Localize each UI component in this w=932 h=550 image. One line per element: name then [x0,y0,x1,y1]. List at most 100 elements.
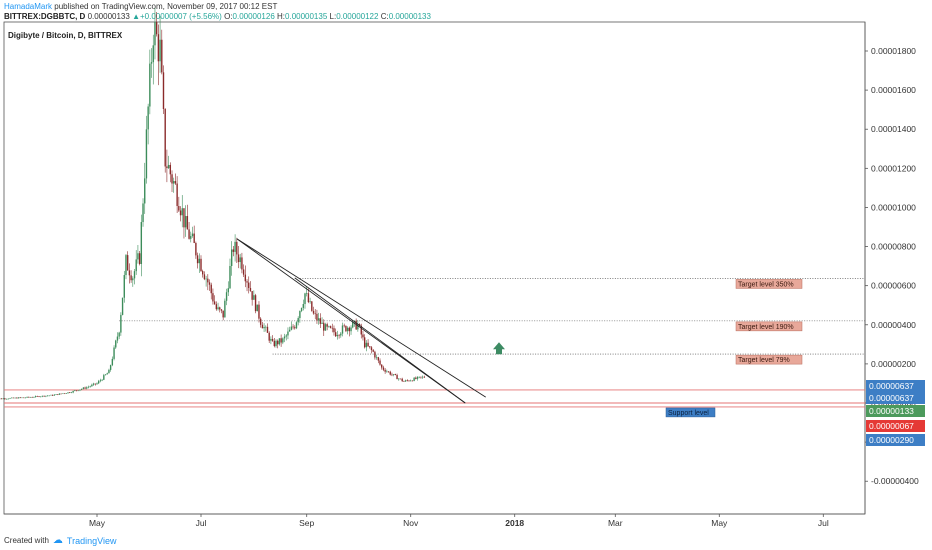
candle-body [28,396,30,398]
candle-body [24,397,27,399]
target-level-label-bg [735,321,803,332]
candle-body [421,376,424,378]
candle-body [387,371,390,373]
candle-body [159,39,161,62]
plot-frame [3,21,866,515]
candle-body [350,327,352,332]
candle-body [86,387,88,389]
candle-body [17,397,20,399]
footer: Created with ☁ TradingView [4,535,116,546]
low-label: L: [329,12,337,21]
candle-body [101,379,103,381]
candle-body [149,63,151,107]
candle-body [399,378,402,380]
candle-body [111,358,114,366]
candle-body [113,347,115,359]
symbol-label: BITTREX:DGBBTC, D [4,12,86,21]
candle-body [7,398,10,400]
candle-body [309,301,311,303]
candle-body [72,390,74,393]
candle-body [91,384,93,387]
candle-body [408,380,410,382]
candle-body [234,241,236,252]
candle-body [341,325,344,334]
candle-body [370,347,373,351]
candle-body [43,395,45,397]
support-label: Support level [668,410,709,417]
candle-body [150,62,153,64]
candle-body [38,396,40,397]
candle-body [249,287,252,292]
candle-body [195,242,197,256]
candle-body [420,376,422,378]
candle-body [45,395,47,397]
candle-body [115,340,117,348]
y-tick-label: 0.00000800 [871,242,916,252]
candle-body [184,216,187,228]
candle-body [381,364,383,368]
candle-body [369,346,371,348]
candle-body [118,332,120,337]
candle-body [22,397,25,399]
trendlines [236,238,486,404]
candle-body [338,335,340,336]
candle-body [67,392,69,394]
candle-body [319,318,322,324]
x-tick-label: May [711,518,728,528]
candle-body [4,398,6,400]
candle-body [377,357,380,361]
candle-body [21,397,23,399]
candle-body [311,301,313,311]
open-label: O: [224,12,233,21]
candle-body [202,271,204,275]
candle-body [77,390,79,392]
candle-body [144,178,146,204]
candle-body [208,282,211,285]
candle-body [123,275,125,298]
author-name[interactable]: HamadaMark [4,2,53,11]
low-value: 0.00000122 [336,12,379,21]
price-tag-bg [866,405,925,417]
candle-body [11,397,13,399]
candle-body [314,313,316,315]
candle-body [75,390,78,392]
candle-body [225,292,228,301]
price-tag-label: 0.00000637 [869,393,914,403]
candle-body [392,374,395,375]
candle-body [299,311,301,319]
candle-body [300,307,303,312]
x-tick-label: Mar [608,518,623,528]
chart-title: Digibyte / Bitcoin, D, BITTREX [8,31,123,40]
candle-body [46,395,49,397]
candle-body [26,396,28,398]
y-tick-label: 0.00000200 [871,359,916,369]
candle-body [53,394,56,396]
candle-body [74,390,76,392]
candle-body [120,314,122,333]
price-tag-label: 0.00000133 [869,406,914,416]
candle-body [292,326,294,328]
candle-body [316,313,318,321]
candle-body [324,324,327,331]
candle-body [416,376,419,379]
high-value: 0.00000135 [285,12,328,21]
candle-body [415,377,417,379]
candle-body [343,325,345,327]
candle-body [340,333,342,336]
candle-body [374,351,376,358]
close-label: C: [380,12,389,21]
candle-body [268,332,270,341]
candle-body [307,293,310,303]
up-arrow-icon [493,342,505,355]
candle-body [404,380,407,382]
candle-body [29,397,32,398]
tradingview-brand[interactable]: TradingView [66,535,117,546]
candle-body [200,258,202,272]
candle-body [174,181,177,184]
candle-body [212,293,214,302]
candle-body [317,318,320,321]
candle-body [273,340,276,347]
candle-body [58,393,61,395]
candle-body [384,369,386,372]
